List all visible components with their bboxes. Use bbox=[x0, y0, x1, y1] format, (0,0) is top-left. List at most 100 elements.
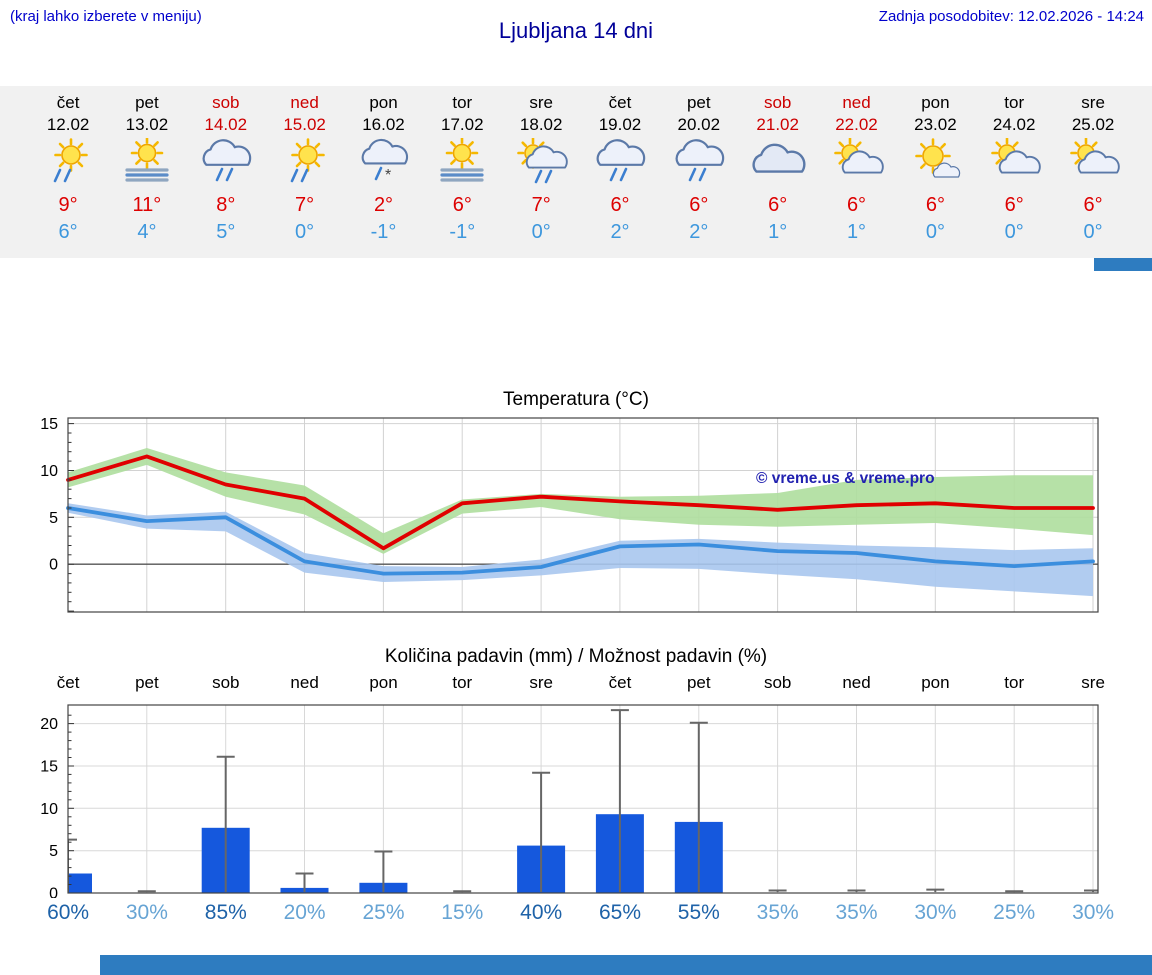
precip-probability: 60% bbox=[47, 901, 90, 924]
day-column[interactable]: sre 25.02 6° 0° bbox=[1054, 86, 1133, 246]
precip-day-label: ned bbox=[842, 673, 871, 692]
day-date: 18.02 bbox=[519, 115, 563, 134]
low-temp: 6° bbox=[58, 221, 78, 243]
day-column[interactable]: čet 19.02 6° 2° bbox=[581, 86, 660, 246]
svg-text:15: 15 bbox=[40, 416, 58, 433]
precip-day-label: čet bbox=[608, 673, 632, 692]
panel-scrollbar bbox=[1094, 258, 1152, 271]
sun-cloud-icon bbox=[1054, 136, 1133, 190]
high-temp: 6° bbox=[1004, 194, 1024, 216]
svg-text:© vreme.us & vreme.pro: © vreme.us & vreme.pro bbox=[756, 470, 935, 487]
cloud-icon bbox=[738, 136, 817, 190]
day-column[interactable]: pon 23.02 6° 0° bbox=[896, 86, 975, 246]
day-date: 23.02 bbox=[914, 115, 957, 134]
day-name: čet bbox=[608, 93, 632, 112]
precip-probability: 25% bbox=[993, 901, 1036, 924]
footer-bar bbox=[100, 955, 1152, 975]
precip-probability: 30% bbox=[914, 901, 957, 924]
svg-text:0: 0 bbox=[49, 557, 58, 574]
precip-probability-row: 60% 30% 85% 20% 25% 15% 40% 65% 55% 35% 35% 30% 25% 3… bbox=[0, 901, 1152, 931]
day-date: 24.02 bbox=[992, 115, 1036, 134]
day-column[interactable]: sob 21.02 6° 1° bbox=[738, 86, 817, 246]
day-date: 22.02 bbox=[835, 115, 878, 134]
menu-hint-text: (kraj lahko izberete v meniju) bbox=[10, 8, 202, 25]
day-name: tor bbox=[1004, 93, 1025, 112]
precip-day-labels: čet pet sob ned pon tor sre čet pet sob ned pon tor s… bbox=[0, 673, 1152, 697]
high-temp: 6° bbox=[452, 194, 472, 216]
precip-day-label: tor bbox=[452, 673, 473, 692]
day-date: 25.02 bbox=[1071, 115, 1115, 134]
precip-probability: 25% bbox=[362, 901, 405, 924]
low-temp: 2° bbox=[689, 221, 709, 243]
high-temp: 9° bbox=[58, 194, 78, 216]
day-name: pon bbox=[369, 93, 398, 112]
day-name: sob bbox=[763, 93, 792, 112]
sun-small-cloud-icon bbox=[896, 136, 975, 190]
low-temp: 0° bbox=[531, 221, 551, 243]
temperature-chart: 0 5 10 15 © vreme.us & vreme.pro bbox=[40, 416, 1099, 613]
day-column[interactable]: ned 22.02 6° 1° bbox=[817, 86, 896, 246]
day-date: 21.02 bbox=[756, 115, 799, 134]
svg-text:20: 20 bbox=[40, 716, 58, 733]
svg-text:15: 15 bbox=[40, 759, 58, 776]
precip-probability: 35% bbox=[756, 901, 799, 924]
low-temp: -1° bbox=[449, 221, 476, 243]
day-name: ned bbox=[842, 93, 871, 112]
day-column[interactable]: tor 17.02 6° -1° bbox=[423, 86, 502, 246]
precip-day-label: pet bbox=[135, 673, 159, 692]
day-column[interactable]: ned 15.02 7° 0° bbox=[265, 86, 344, 246]
precip-day-label: sob bbox=[212, 673, 240, 692]
day-column[interactable]: sre 18.02 7° 0° bbox=[502, 86, 581, 246]
sun-rain-icon bbox=[29, 136, 108, 190]
day-date: 20.02 bbox=[677, 115, 721, 134]
low-temp: 1° bbox=[846, 221, 867, 243]
precip-day-label: sre bbox=[529, 673, 553, 692]
day-date: 19.02 bbox=[598, 115, 642, 134]
precip-probability: 20% bbox=[283, 901, 326, 924]
high-temp: 6° bbox=[1083, 194, 1103, 216]
high-temp: 7° bbox=[531, 194, 551, 216]
day-column[interactable]: tor 24.02 6° 0° bbox=[975, 86, 1054, 246]
precipitation-chart-title: Količina padavin (mm) / Možnost padavin … bbox=[384, 646, 768, 667]
day-column[interactable]: čet 12.02 9° 6° bbox=[29, 86, 108, 246]
day-column[interactable]: pet 20.02 6° 2° bbox=[659, 86, 738, 246]
low-temp: 5° bbox=[216, 221, 236, 243]
cloud-rain-icon bbox=[186, 136, 265, 190]
svg-text:5: 5 bbox=[49, 843, 58, 860]
high-temp: 7° bbox=[295, 194, 315, 216]
svg-text:10: 10 bbox=[40, 801, 58, 818]
page-title: Ljubljana 14 dni bbox=[498, 18, 654, 43]
day-column[interactable]: pon 16.02 * 2° -1° bbox=[344, 86, 423, 246]
last-update-text: Zadnja posodobitev: 12.02.2026 - 14:24 bbox=[878, 8, 1144, 25]
high-temp: 8° bbox=[216, 194, 236, 216]
precip-day-label: tor bbox=[1004, 673, 1025, 692]
day-name: sre bbox=[529, 93, 553, 112]
precip-day-label: ned bbox=[290, 673, 319, 692]
svg-text:0: 0 bbox=[49, 886, 58, 899]
precip-day-label: pon bbox=[369, 673, 398, 692]
high-temp: 6° bbox=[689, 194, 709, 216]
day-name: sre bbox=[1081, 93, 1105, 112]
svg-text:10: 10 bbox=[40, 463, 58, 480]
day-column[interactable]: pet 13.02 11° 4° bbox=[107, 86, 186, 246]
cloud-sleet-icon: * bbox=[344, 136, 423, 190]
high-temp: 6° bbox=[925, 194, 945, 216]
low-temp: 0° bbox=[1083, 221, 1103, 243]
precip-probability: 85% bbox=[204, 901, 247, 924]
day-column[interactable]: sob 14.02 8° 5° bbox=[186, 86, 265, 246]
sun-fog-icon bbox=[107, 136, 186, 190]
day-date: 12.02 bbox=[46, 115, 90, 134]
low-temp: 0° bbox=[1004, 221, 1024, 243]
svg-text:*: * bbox=[385, 167, 391, 184]
cloud-rain-icon bbox=[659, 136, 738, 190]
low-temp: -1° bbox=[370, 221, 397, 243]
high-temp: 6° bbox=[846, 194, 867, 216]
precip-day-label: sre bbox=[1081, 673, 1105, 692]
day-date: 16.02 bbox=[362, 115, 405, 134]
sun-rain-icon bbox=[265, 136, 344, 190]
precip-probability: 30% bbox=[125, 901, 168, 924]
low-temp: 4° bbox=[137, 221, 157, 243]
low-temp: 0° bbox=[925, 221, 945, 243]
day-name: pet bbox=[686, 93, 711, 112]
